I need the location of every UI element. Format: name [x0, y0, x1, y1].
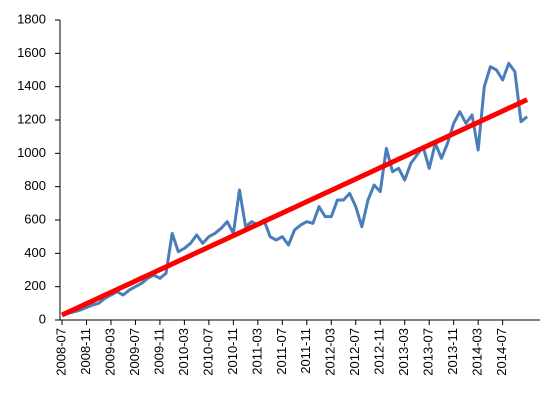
- y-tick-label: 400: [24, 245, 46, 260]
- x-tick-label: 2009-03: [102, 328, 117, 376]
- x-tick-label: 2013-11: [445, 328, 460, 375]
- x-tick-label: 2013-07: [421, 328, 436, 376]
- x-tick-label: 2009-11: [151, 328, 166, 375]
- y-tick-label: 800: [24, 178, 46, 193]
- x-tick-label: 2011-07: [274, 328, 289, 375]
- y-tick-label: 600: [24, 211, 46, 226]
- y-tick-label: 200: [24, 278, 46, 293]
- y-tick-label: 0: [39, 311, 46, 326]
- x-tick-label: 2011-03: [249, 328, 264, 375]
- x-tick-label: 2014-07: [494, 328, 509, 376]
- x-tick-label: 2014-03: [470, 328, 485, 376]
- x-tick-label: 2011-11: [298, 328, 313, 374]
- x-tick-label: 2010-11: [225, 328, 240, 375]
- y-tick-label: 1000: [17, 145, 46, 160]
- data-line: [60, 97, 529, 318]
- x-tick-label: 2008-07: [53, 328, 68, 376]
- y-tick-label: 1600: [17, 45, 46, 60]
- x-tick-label: 2012-11: [372, 328, 387, 375]
- data-line: [61, 61, 529, 317]
- x-tick-label: 2010-03: [176, 328, 191, 376]
- y-tick-label: 1200: [17, 111, 46, 126]
- x-tick-label: 2008-11: [78, 328, 93, 375]
- x-tick-label: 2013-03: [396, 328, 411, 376]
- x-tick-label: 2009-07: [127, 328, 142, 376]
- y-tick-label: 1400: [17, 78, 46, 93]
- x-tick-label: 2012-07: [347, 328, 362, 376]
- x-tick-label: 2010-07: [200, 328, 215, 376]
- x-tick-label: 2012-03: [323, 328, 338, 376]
- y-tick-label: 1800: [17, 11, 46, 26]
